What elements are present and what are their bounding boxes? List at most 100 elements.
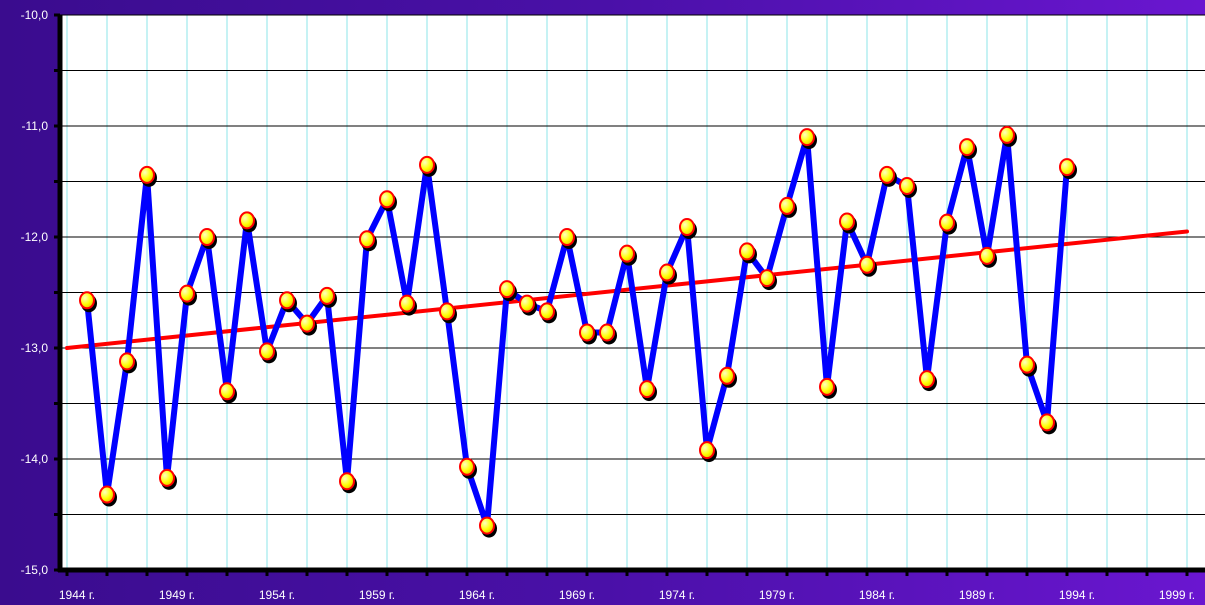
data-point-marker [819,377,835,396]
data-point-marker [399,294,415,313]
x-tick-label: 1974 г. [659,588,695,602]
data-point [359,230,377,252]
data-point-marker [879,165,895,184]
data-point [579,323,597,345]
data-point-marker [899,176,915,195]
y-tick-label: -10,0 [21,8,49,22]
data-point [119,352,137,374]
data-point [99,485,117,507]
data-point [219,382,237,404]
data-point-marker [339,472,355,491]
data-point [479,516,497,538]
data-point-marker [139,165,155,184]
data-point-marker [759,269,775,288]
data-point [659,263,677,285]
data-point-marker [639,380,655,399]
data-point-marker [219,382,235,401]
data-point-marker [199,228,215,246]
data-point [239,211,257,233]
data-point [639,380,657,402]
data-point [959,138,977,160]
data-point [319,286,337,308]
data-point-marker [539,302,555,321]
data-point-marker [579,323,595,342]
data-point [279,291,297,313]
data-point [899,176,917,198]
x-tick-label: 1979 г. [759,588,795,602]
x-tick-label: 1959 г. [359,588,395,602]
data-point [759,269,777,291]
data-point-marker [459,457,475,476]
data-point-marker [799,128,815,147]
data-point-marker [1039,413,1055,432]
x-tick-label: 1964 г. [459,588,495,602]
data-point [419,155,437,177]
data-point [459,457,477,479]
data-point-marker [559,228,575,246]
data-point-marker [479,516,495,535]
data-point [999,125,1017,147]
x-tick-label: 1944 г. [59,588,95,602]
data-point [699,441,717,463]
data-point [859,255,877,277]
data-point-marker [979,246,995,265]
data-point [539,302,557,324]
data-point [499,280,517,302]
data-point [139,165,157,187]
x-tick-label: 1949 г. [159,588,195,602]
data-point-marker [679,218,695,237]
data-point [839,212,857,234]
y-tick-label: -12,0 [21,230,49,244]
data-point [79,291,97,313]
data-point [519,294,537,316]
data-point [399,294,417,316]
x-tick-label: 1999 г. [1159,588,1195,602]
y-tick-label: -11,0 [22,119,49,133]
data-point-marker [99,485,115,504]
data-point [1059,158,1077,180]
data-point [1019,355,1037,377]
data-point [739,242,757,264]
data-point-marker [1059,158,1075,177]
data-point [299,314,317,336]
x-tick-label: 1994 г. [1059,588,1095,602]
x-tick-label: 1984 г. [859,588,895,602]
data-point-marker [439,302,455,321]
data-point-marker [699,441,715,460]
data-point-marker [619,244,635,263]
data-point [619,244,637,266]
data-point [919,370,937,392]
data-point-marker [839,212,855,231]
data-point [679,218,697,240]
data-point-marker [299,314,315,333]
data-point-marker [599,323,615,342]
data-point [259,342,277,364]
data-point [939,213,957,235]
data-point-marker [519,294,535,313]
data-point-marker [179,284,195,303]
data-point [339,472,357,494]
y-tick-label: -14,0 [21,452,49,466]
data-point-marker [919,370,935,389]
y-tick-label: -13,0 [21,341,49,355]
data-point-marker [239,211,255,230]
data-point [199,228,217,249]
tick-labels: -10,0 -11,0 -12,0 -13,0 -14,0 -15,0 1944 г. 194… [21,8,1196,602]
axes [54,13,1205,576]
markers-layer [79,125,1077,538]
data-point-marker [739,242,755,261]
data-point [979,246,997,268]
trend-layer [65,229,1189,350]
data-point-marker [499,280,515,299]
data-point [599,323,617,345]
data-point-marker [779,196,795,215]
data-point-marker [379,190,395,209]
data-point [379,190,397,212]
data-point [779,196,797,218]
data-point-marker [279,291,295,310]
y-tick-label: -15,0 [21,563,49,577]
data-point-marker [1019,355,1035,374]
x-tick-label: 1954 г. [259,588,295,602]
data-point [1039,413,1057,435]
